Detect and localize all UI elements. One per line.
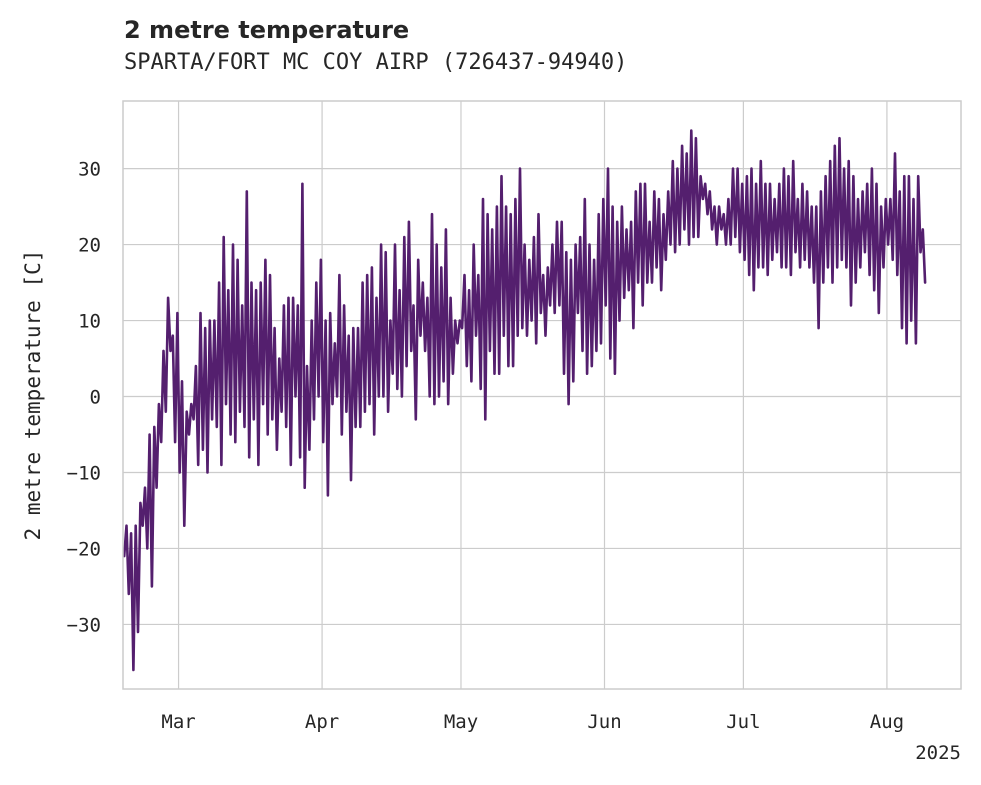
chart-title: 2 metre temperature bbox=[124, 16, 410, 44]
y-tick-label: −10 bbox=[67, 462, 101, 484]
y-tick-label: −20 bbox=[67, 538, 101, 560]
y-axis-label: 2 metre temperature [C] bbox=[21, 250, 45, 541]
x-tick-label: Jul bbox=[726, 711, 760, 733]
y-tick-label: 0 bbox=[90, 387, 101, 409]
chart-subtitle: SPARTA/FORT MC COY AIRP (726437-94940) bbox=[124, 50, 628, 75]
series-group bbox=[123, 129, 927, 672]
x-tick-label: Jun bbox=[587, 711, 621, 733]
y-tick-label: 20 bbox=[78, 235, 101, 257]
x-tick-label: Apr bbox=[305, 711, 339, 733]
y-tick-label: −30 bbox=[67, 614, 101, 636]
y-tick-label: 30 bbox=[78, 159, 101, 181]
x-year-label: 2025 bbox=[915, 742, 961, 764]
y-tick-label: 10 bbox=[78, 311, 101, 333]
x-tick-label: May bbox=[444, 711, 478, 733]
x-tick-label: Mar bbox=[161, 711, 195, 733]
tick-labels: −30 −20 −10 0 10 20 30 Mar Apr May Jun Jul Aug 2025 bbox=[67, 159, 961, 764]
temperature-series-line bbox=[123, 129, 927, 672]
x-tick-label: Aug bbox=[870, 711, 904, 733]
plot-frame bbox=[122, 100, 962, 690]
